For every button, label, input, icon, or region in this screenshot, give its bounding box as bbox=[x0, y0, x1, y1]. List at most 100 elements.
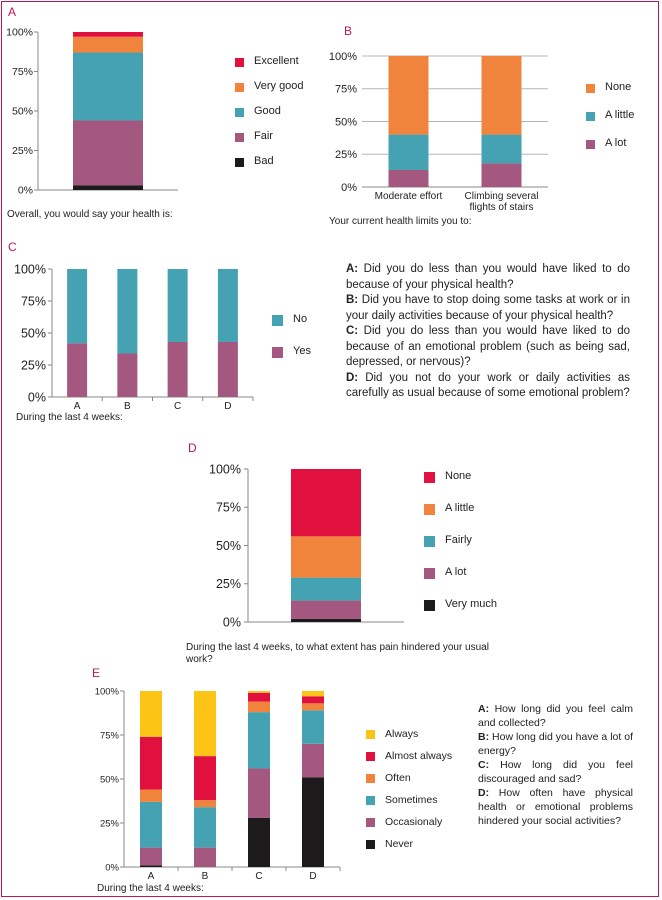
question-item: D: Did you not do your work or daily act… bbox=[346, 371, 630, 402]
caption-e: During the last 4 weeks: bbox=[97, 883, 204, 894]
legend-swatch bbox=[366, 773, 375, 783]
y-tick-label: 75% bbox=[216, 501, 241, 515]
question-key: B: bbox=[346, 294, 359, 306]
legend-label: Sometimes bbox=[385, 793, 438, 806]
bar-segment-very-good bbox=[73, 36, 143, 53]
y-tick-label: 25% bbox=[12, 145, 33, 157]
bar-segment-none bbox=[291, 469, 361, 537]
chart-b-plot: 0% 25% 50% 75% 100% Moderate effort Climbing s… bbox=[329, 51, 548, 213]
bar-segment-almost-always bbox=[194, 756, 216, 801]
y-tick-label: 0% bbox=[28, 390, 46, 404]
bar-segment-none bbox=[388, 56, 429, 135]
legend-swatch bbox=[424, 535, 435, 547]
legend-label: No bbox=[293, 313, 308, 326]
y-tick-label: 50% bbox=[335, 116, 357, 128]
legend-swatch bbox=[235, 57, 244, 67]
y-tick-label: 0% bbox=[341, 182, 357, 194]
bar-segment-very-much bbox=[291, 618, 361, 622]
y-tick-label: 50% bbox=[100, 774, 120, 785]
bar-segment-no bbox=[117, 269, 138, 354]
chart-d-plot: 0% 25% 50% 75% 100% bbox=[209, 462, 404, 629]
bar-segment-yes bbox=[167, 341, 188, 397]
bar-segment-a-little bbox=[388, 134, 429, 170]
caption-d: During the last 4 weeks, to what extent … bbox=[186, 642, 489, 665]
question-text: Did you not do your work or daily activi… bbox=[346, 371, 630, 400]
y-tick-label: 25% bbox=[335, 149, 357, 161]
bar-segment-always bbox=[302, 691, 324, 697]
bar-segment-a-little bbox=[291, 536, 361, 578]
legend-label: Fair bbox=[254, 130, 273, 143]
bar-segment-bad bbox=[73, 185, 143, 190]
x-tick-label: Moderate effort bbox=[375, 191, 443, 202]
legend-label: Often bbox=[385, 771, 411, 784]
legend-label: A little bbox=[605, 109, 635, 122]
question-item: A: Did you do less than you would have l… bbox=[346, 262, 630, 293]
bar-segment-sometimes bbox=[302, 710, 324, 744]
bar-segment-often bbox=[248, 701, 270, 713]
chart-e-plot: 0% 25% 50% 75% 100% A B C D bbox=[95, 686, 341, 882]
x-tick-label: C bbox=[255, 871, 262, 882]
bar-segment-often bbox=[140, 789, 162, 802]
legend-label: Good bbox=[254, 105, 281, 118]
x-tick-label: D bbox=[224, 401, 231, 412]
caption-a: Overall, you would say your health is: bbox=[7, 209, 173, 220]
x-tick-label: B bbox=[124, 401, 131, 412]
legend-label: Very much bbox=[445, 598, 497, 611]
bar-segment-always bbox=[248, 691, 270, 693]
bar-segment-a-lot bbox=[291, 600, 361, 619]
legend-swatch bbox=[424, 471, 435, 483]
bar-segment-often bbox=[302, 703, 324, 711]
caption-b: Your current health limits you to: bbox=[329, 216, 472, 227]
question-item: B: How long did you have a lot of energy… bbox=[478, 730, 633, 758]
bar-segment-never bbox=[248, 817, 270, 867]
bar-segment-fair bbox=[73, 120, 143, 186]
question-key: C: bbox=[346, 325, 359, 337]
bar-segment-none bbox=[481, 56, 522, 135]
chart-c-plot: 0% 25% 50% 75% 100% A B C D bbox=[14, 262, 254, 412]
y-tick-label: 100% bbox=[329, 51, 357, 63]
bar-segment-always bbox=[140, 691, 162, 737]
legend-label: Excellent bbox=[254, 55, 299, 68]
question-key: D: bbox=[346, 371, 359, 384]
legend-swatch bbox=[424, 503, 435, 515]
y-tick-label: 25% bbox=[100, 818, 120, 829]
questions-c: A: Did you do less than you would have l… bbox=[346, 262, 630, 402]
bar-segment-good bbox=[73, 52, 143, 121]
question-item: B: Did you have to stop doing some tasks… bbox=[346, 293, 630, 324]
bar-segment-never bbox=[140, 865, 162, 867]
question-key: C: bbox=[478, 759, 490, 771]
bar-segment-a-lot bbox=[388, 169, 429, 187]
legend-label: A lot bbox=[605, 137, 627, 150]
legend-label: A little bbox=[445, 502, 475, 515]
question-text: How long did you feel calm and collected… bbox=[478, 703, 633, 729]
y-tick-label: 75% bbox=[12, 66, 33, 78]
bar-segment-no bbox=[217, 269, 238, 342]
bar-segment-occasionaly bbox=[140, 847, 162, 866]
bar-segment-occasionaly bbox=[248, 768, 270, 818]
y-tick-label: 75% bbox=[21, 294, 46, 308]
legend-swatch bbox=[586, 111, 595, 121]
legend-swatch bbox=[424, 567, 435, 579]
legend-label: Very good bbox=[254, 80, 304, 93]
question-text: How long did you have a lot of energy? bbox=[478, 731, 633, 757]
bar-segment-never bbox=[302, 777, 324, 867]
panel-label-a: A bbox=[8, 5, 17, 19]
question-text: How long did you feel discouraged and sa… bbox=[478, 759, 633, 785]
question-key: B: bbox=[478, 731, 490, 743]
y-tick-label: 0% bbox=[105, 862, 119, 873]
y-tick-label: 0% bbox=[18, 185, 33, 197]
legend-swatch bbox=[366, 817, 375, 827]
bar-segment-sometimes bbox=[248, 712, 270, 769]
legend-swatch bbox=[235, 107, 244, 117]
bar-segment-excellent bbox=[73, 32, 143, 37]
bar-segment-almost-always bbox=[248, 692, 270, 702]
y-tick-label: 75% bbox=[100, 730, 120, 741]
question-text: Did you have to stop doing some tasks at… bbox=[346, 294, 630, 322]
legend-label: Never bbox=[385, 837, 414, 850]
bar-segment-almost-always bbox=[140, 736, 162, 790]
x-tick-label: Climbing several bbox=[465, 191, 539, 202]
bar-segment-yes bbox=[217, 341, 238, 397]
x-tick-label: D bbox=[309, 871, 316, 882]
